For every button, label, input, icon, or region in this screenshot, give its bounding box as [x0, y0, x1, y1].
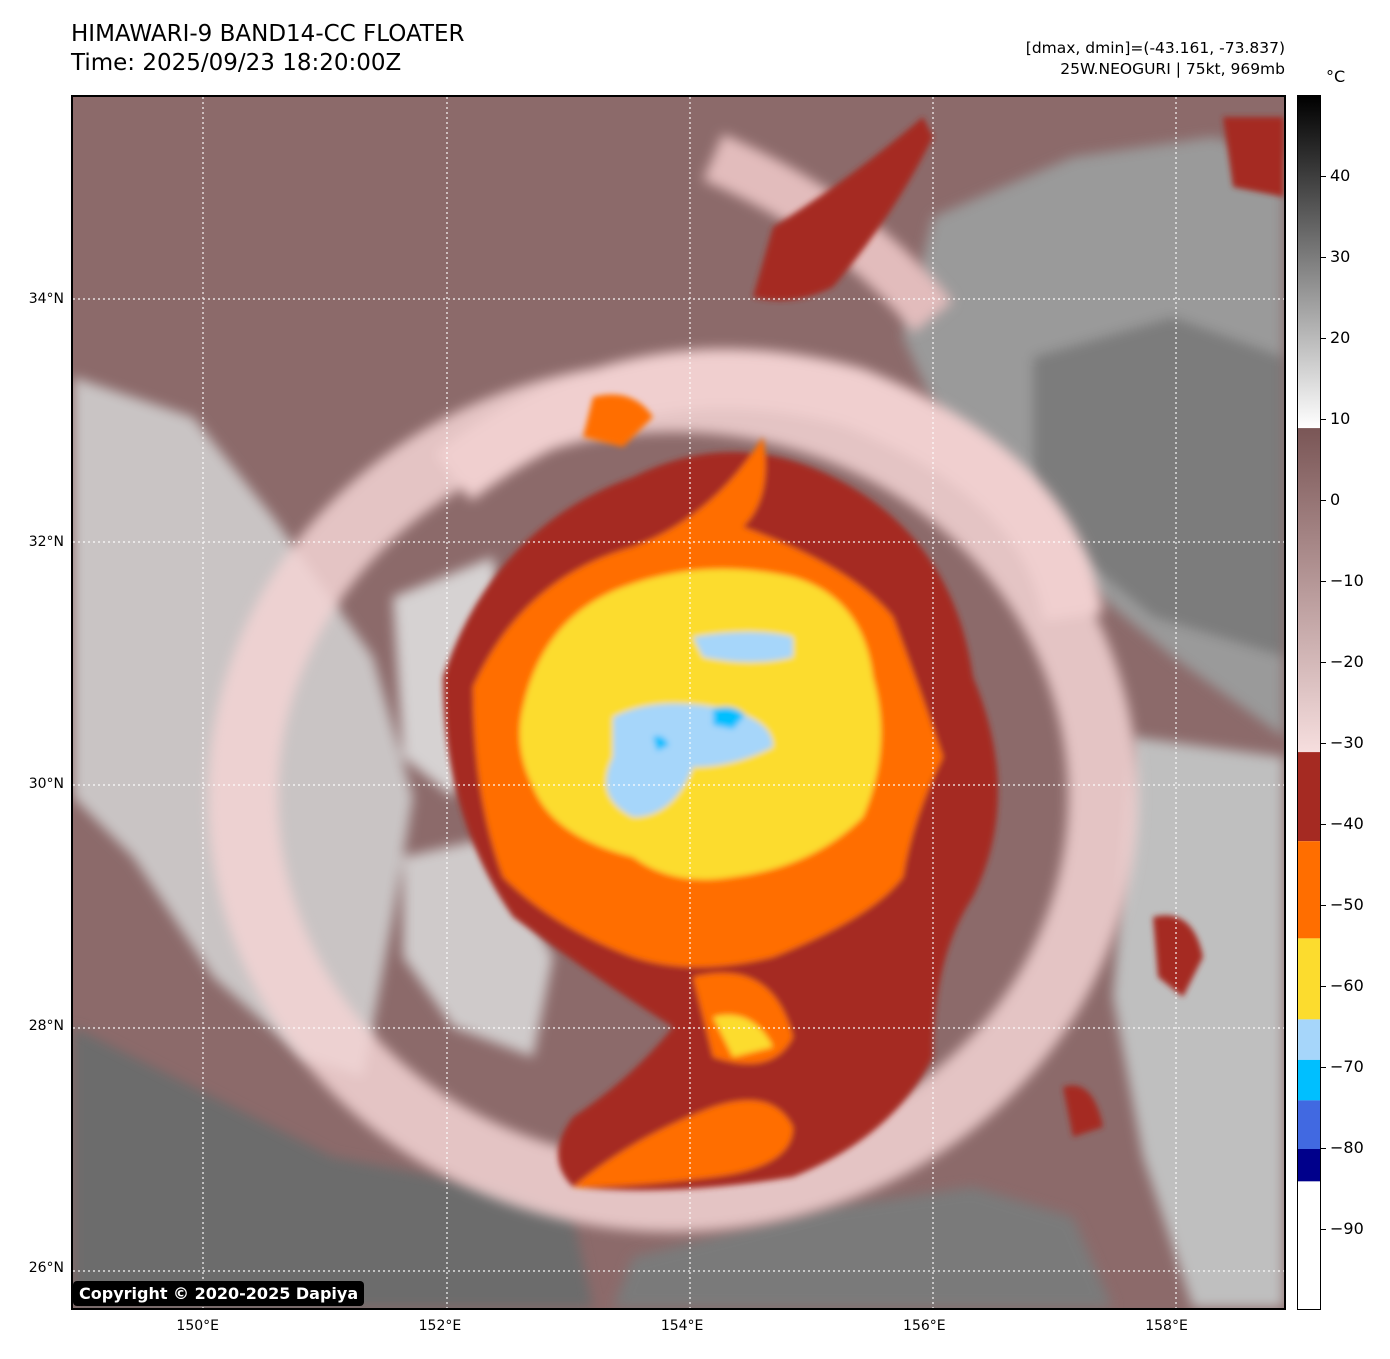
colorbar-tick-label: 40: [1330, 166, 1351, 185]
cirrus-spiral-band: [208, 134, 1138, 1232]
colorbar-tick-mark: [1321, 176, 1326, 177]
colorbar-segment: [1298, 841, 1320, 939]
colorbar-tick-label: 20: [1330, 328, 1351, 347]
colorbar-unit: °C: [1326, 67, 1346, 86]
colorbar-gradient: [1298, 96, 1320, 1309]
colorbar-tick-label: −40: [1330, 814, 1364, 833]
storm-info: [dmax, dmin]=(-43.161, -73.837) 25W.NEOG…: [1026, 38, 1285, 80]
colorbar-tick-label: −60: [1330, 976, 1364, 995]
colorbar-tick-label: 30: [1330, 247, 1351, 266]
colorbar-tick-label: −90: [1330, 1219, 1364, 1238]
longitude-label: 150°E: [176, 1318, 219, 1334]
satellite-imagery: [73, 97, 1284, 1308]
colorbar-segment: [1298, 938, 1320, 1020]
colorbar-segment: [1298, 752, 1320, 842]
title-line-1: HIMAWARI-9 BAND14-CC FLOATER: [71, 21, 465, 47]
graticule: [73, 97, 1284, 1308]
colorbar-tick-mark: [1321, 1229, 1326, 1230]
storm-details-text: 25W.NEOGURI | 75kt, 969mb: [1060, 60, 1285, 78]
colorbar-tick-mark: [1321, 257, 1326, 258]
colorbar-tick-label: −50: [1330, 895, 1364, 914]
colorbar-tick-label: −80: [1330, 1138, 1364, 1157]
chart-title: HIMAWARI-9 BAND14-CC FLOATER Time: 2025/…: [71, 20, 464, 78]
colorbar: [1297, 95, 1321, 1310]
longitude-label: 156°E: [903, 1318, 946, 1334]
colorbar-tick-mark: [1321, 1067, 1326, 1068]
title-line-2: Time: 2025/09/23 18:20:00Z: [71, 50, 402, 76]
latitude-label: 30°N: [28, 775, 64, 792]
colorbar-tick-label: −70: [1330, 1057, 1364, 1076]
colorbar-tick-mark: [1321, 581, 1326, 582]
colorbar-tick-label: 10: [1330, 409, 1351, 428]
colorbar-tick-label: −30: [1330, 733, 1364, 752]
colorbar-tick-label: −20: [1330, 652, 1364, 671]
colorbar-segment: [1298, 1149, 1320, 1182]
cold-cloud-tops: [443, 117, 1284, 1191]
colorbar-tick-mark: [1321, 662, 1326, 663]
colorbar-tick-mark: [1321, 1148, 1326, 1149]
colorbar-segment: [1298, 428, 1320, 753]
colorbar-tick-mark: [1321, 338, 1326, 339]
colorbar-segment: [1298, 1019, 1320, 1060]
satellite-map: [71, 95, 1286, 1310]
colorbar-tick-mark: [1321, 905, 1326, 906]
colorbar-tick-label: −10: [1330, 571, 1364, 590]
colorbar-tick-mark: [1321, 743, 1326, 744]
temperature-range-text: [dmax, dmin]=(-43.161, -73.837): [1025, 39, 1285, 57]
colorbar-tick-mark: [1321, 419, 1326, 420]
colorbar-tick-mark: [1321, 824, 1326, 825]
colorbar-segment: [1298, 96, 1320, 429]
colorbar-tick-mark: [1321, 986, 1326, 987]
colorbar-segment: [1298, 1059, 1320, 1101]
copyright-badge: Copyright © 2020-2025 Dapiya: [73, 1281, 365, 1306]
longitude-label: 152°E: [418, 1318, 462, 1334]
colorbar-tick-mark: [1321, 500, 1326, 501]
longitude-label: 154°E: [660, 1318, 704, 1334]
colorbar-tick-label: 0: [1330, 490, 1341, 509]
colorbar-segment: [1298, 1100, 1320, 1149]
latitude-label: 26°N: [28, 1260, 64, 1277]
latitude-label: 32°N: [28, 533, 64, 550]
latitude-label: 28°N: [28, 1018, 64, 1035]
longitude-label: 158°E: [1145, 1318, 1188, 1334]
latitude-label: 34°N: [28, 291, 64, 308]
colorbar-segment: [1298, 1181, 1320, 1309]
